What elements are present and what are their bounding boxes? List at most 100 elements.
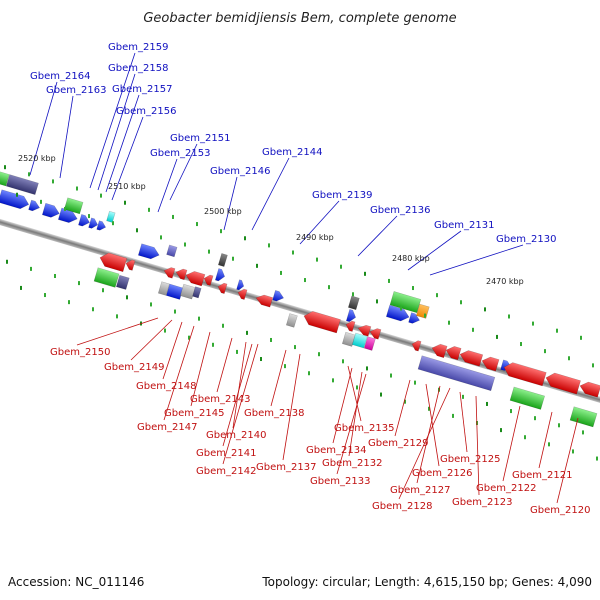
ruler-tick xyxy=(148,207,150,212)
leader-line xyxy=(222,343,259,465)
gene-block xyxy=(175,268,188,281)
gene-label-forward[interactable]: Gbem_2164 xyxy=(30,71,90,82)
gene-label-forward[interactable]: Gbem_2139 xyxy=(312,190,372,201)
gene-label-reverse[interactable]: Gbem_2150 xyxy=(50,347,110,358)
ruler-tick xyxy=(188,335,190,340)
gene-block xyxy=(96,220,107,231)
map-title: Geobacter bemidjiensis Bem, complete gen… xyxy=(143,11,456,26)
gene-label-reverse[interactable]: Gbem_2145 xyxy=(164,408,224,419)
gene-label-reverse[interactable]: Gbem_2120 xyxy=(530,505,590,516)
gene-block xyxy=(509,386,545,410)
gene-label-forward[interactable]: Gbem_2156 xyxy=(116,106,176,117)
gene-label-reverse[interactable]: Gbem_2126 xyxy=(412,468,472,479)
ruler-tick xyxy=(4,165,6,170)
gene-label-reverse[interactable]: Gbem_2127 xyxy=(390,485,450,496)
gene-label-reverse[interactable]: Gbem_2143 xyxy=(190,394,250,405)
gene-labels: Gbem_2164 Gbem_2163 Gbem_2159 Gbem_2158 Gbem… xyxy=(30,42,590,516)
leader-line xyxy=(425,383,440,467)
gene-label-reverse[interactable]: Gbem_2128 xyxy=(372,501,432,512)
ruler-tick xyxy=(496,334,498,339)
gene-label-forward[interactable]: Gbem_2157 xyxy=(112,84,172,95)
gene-label-reverse[interactable]: Gbem_2123 xyxy=(452,497,512,508)
gene-label-forward[interactable]: Gbem_2130 xyxy=(496,234,556,245)
ruler-tick xyxy=(76,186,78,191)
ruler-tick xyxy=(316,257,318,262)
ruler-tick xyxy=(390,373,392,378)
gene-block xyxy=(351,332,368,349)
leader-line xyxy=(429,244,524,276)
ruler-tick xyxy=(244,236,246,241)
gene-label-reverse[interactable]: Gbem_2125 xyxy=(440,454,500,465)
ruler-tick xyxy=(484,307,486,312)
ruler-tick xyxy=(68,300,70,305)
ruler-label: 2490 kbp xyxy=(296,233,334,242)
ruler-tick xyxy=(100,193,102,198)
ruler-tick xyxy=(508,314,510,319)
gene-label-reverse[interactable]: Gbem_2138 xyxy=(244,408,304,419)
ruler-tick xyxy=(292,250,294,255)
gene-label-reverse[interactable]: Gbem_2121 xyxy=(512,470,572,481)
ruler-tick xyxy=(54,273,56,278)
leader-line xyxy=(357,215,398,257)
accession-text: Accession: NC_011146 xyxy=(8,575,144,589)
gene-block xyxy=(5,174,39,195)
gene-label-reverse[interactable]: Gbem_2140 xyxy=(206,430,266,441)
ruler-tick xyxy=(208,249,210,254)
gene-block xyxy=(157,281,170,296)
gene-label-reverse[interactable]: Gbem_2135 xyxy=(334,423,394,434)
gene-label-forward[interactable]: Gbem_2146 xyxy=(210,166,270,177)
gene-label-reverse[interactable]: Gbem_2141 xyxy=(196,448,256,459)
ruler-tick xyxy=(196,222,198,227)
gene-block xyxy=(345,320,356,332)
leader-line xyxy=(407,230,462,271)
gene-label-reverse[interactable]: Gbem_2132 xyxy=(322,458,382,469)
gene-block xyxy=(192,286,202,299)
gene-label-forward[interactable]: Gbem_2144 xyxy=(262,147,322,158)
gene-label-forward[interactable]: Gbem_2136 xyxy=(370,205,430,216)
gene-label-forward[interactable]: Gbem_2153 xyxy=(150,148,210,159)
leader-line xyxy=(398,387,451,500)
gene-label-forward[interactable]: Gbem_2163 xyxy=(46,85,106,96)
ruler-tick xyxy=(220,229,222,234)
leader-line xyxy=(556,417,579,504)
ruler-tick xyxy=(524,435,526,440)
gene-label-reverse[interactable]: Gbem_2149 xyxy=(104,362,164,373)
gene-label-forward[interactable]: Gbem_2151 xyxy=(170,133,230,144)
genome-summary-text: Topology: circular; Length: 4,615,150 bp… xyxy=(261,575,592,589)
gene-label-forward[interactable]: Gbem_2131 xyxy=(434,220,494,231)
ruler-labels: 2520 kbp 2510 kbp 2500 kbp 2490 kbp 2480 kbp… xyxy=(18,154,524,286)
gene-label-reverse[interactable]: Gbem_2142 xyxy=(196,466,256,477)
gene-block xyxy=(99,252,128,273)
gene-label-reverse[interactable]: Gbem_2129 xyxy=(368,438,428,449)
gene-label-reverse[interactable]: Gbem_2133 xyxy=(310,476,370,487)
ruler-tick xyxy=(448,320,450,325)
ruler-tick xyxy=(436,293,438,298)
leader-line xyxy=(169,143,198,201)
gene-block xyxy=(0,189,30,210)
ruler-tick xyxy=(380,392,382,397)
gene-block xyxy=(415,303,430,319)
ruler-tick xyxy=(404,399,406,404)
ruler-tick xyxy=(126,295,128,300)
gene-label-forward[interactable]: Gbem_2158 xyxy=(108,63,168,74)
gene-label-reverse[interactable]: Gbem_2122 xyxy=(476,483,536,494)
gene-block xyxy=(137,243,160,260)
ruler-tick xyxy=(172,214,174,219)
ruler-tick xyxy=(164,328,166,333)
ruler-tick xyxy=(428,406,430,411)
ruler-tick xyxy=(198,316,200,321)
gene-block xyxy=(341,331,356,347)
gene-label-forward[interactable]: Gbem_2159 xyxy=(108,42,168,53)
gene-label-reverse[interactable]: Gbem_2148 xyxy=(136,381,196,392)
gene-label-reverse[interactable]: Gbem_2134 xyxy=(306,445,366,456)
ruler-tick xyxy=(64,206,66,211)
leader-line xyxy=(216,337,233,393)
ruler-tick xyxy=(160,235,162,240)
gene-label-reverse[interactable]: Gbem_2137 xyxy=(256,462,316,473)
gene-label-reverse[interactable]: Gbem_2147 xyxy=(137,422,197,433)
gene-block xyxy=(41,202,60,218)
ruler-tick xyxy=(270,337,272,342)
ruler-tick xyxy=(412,286,414,291)
ruler-tick xyxy=(212,342,214,347)
